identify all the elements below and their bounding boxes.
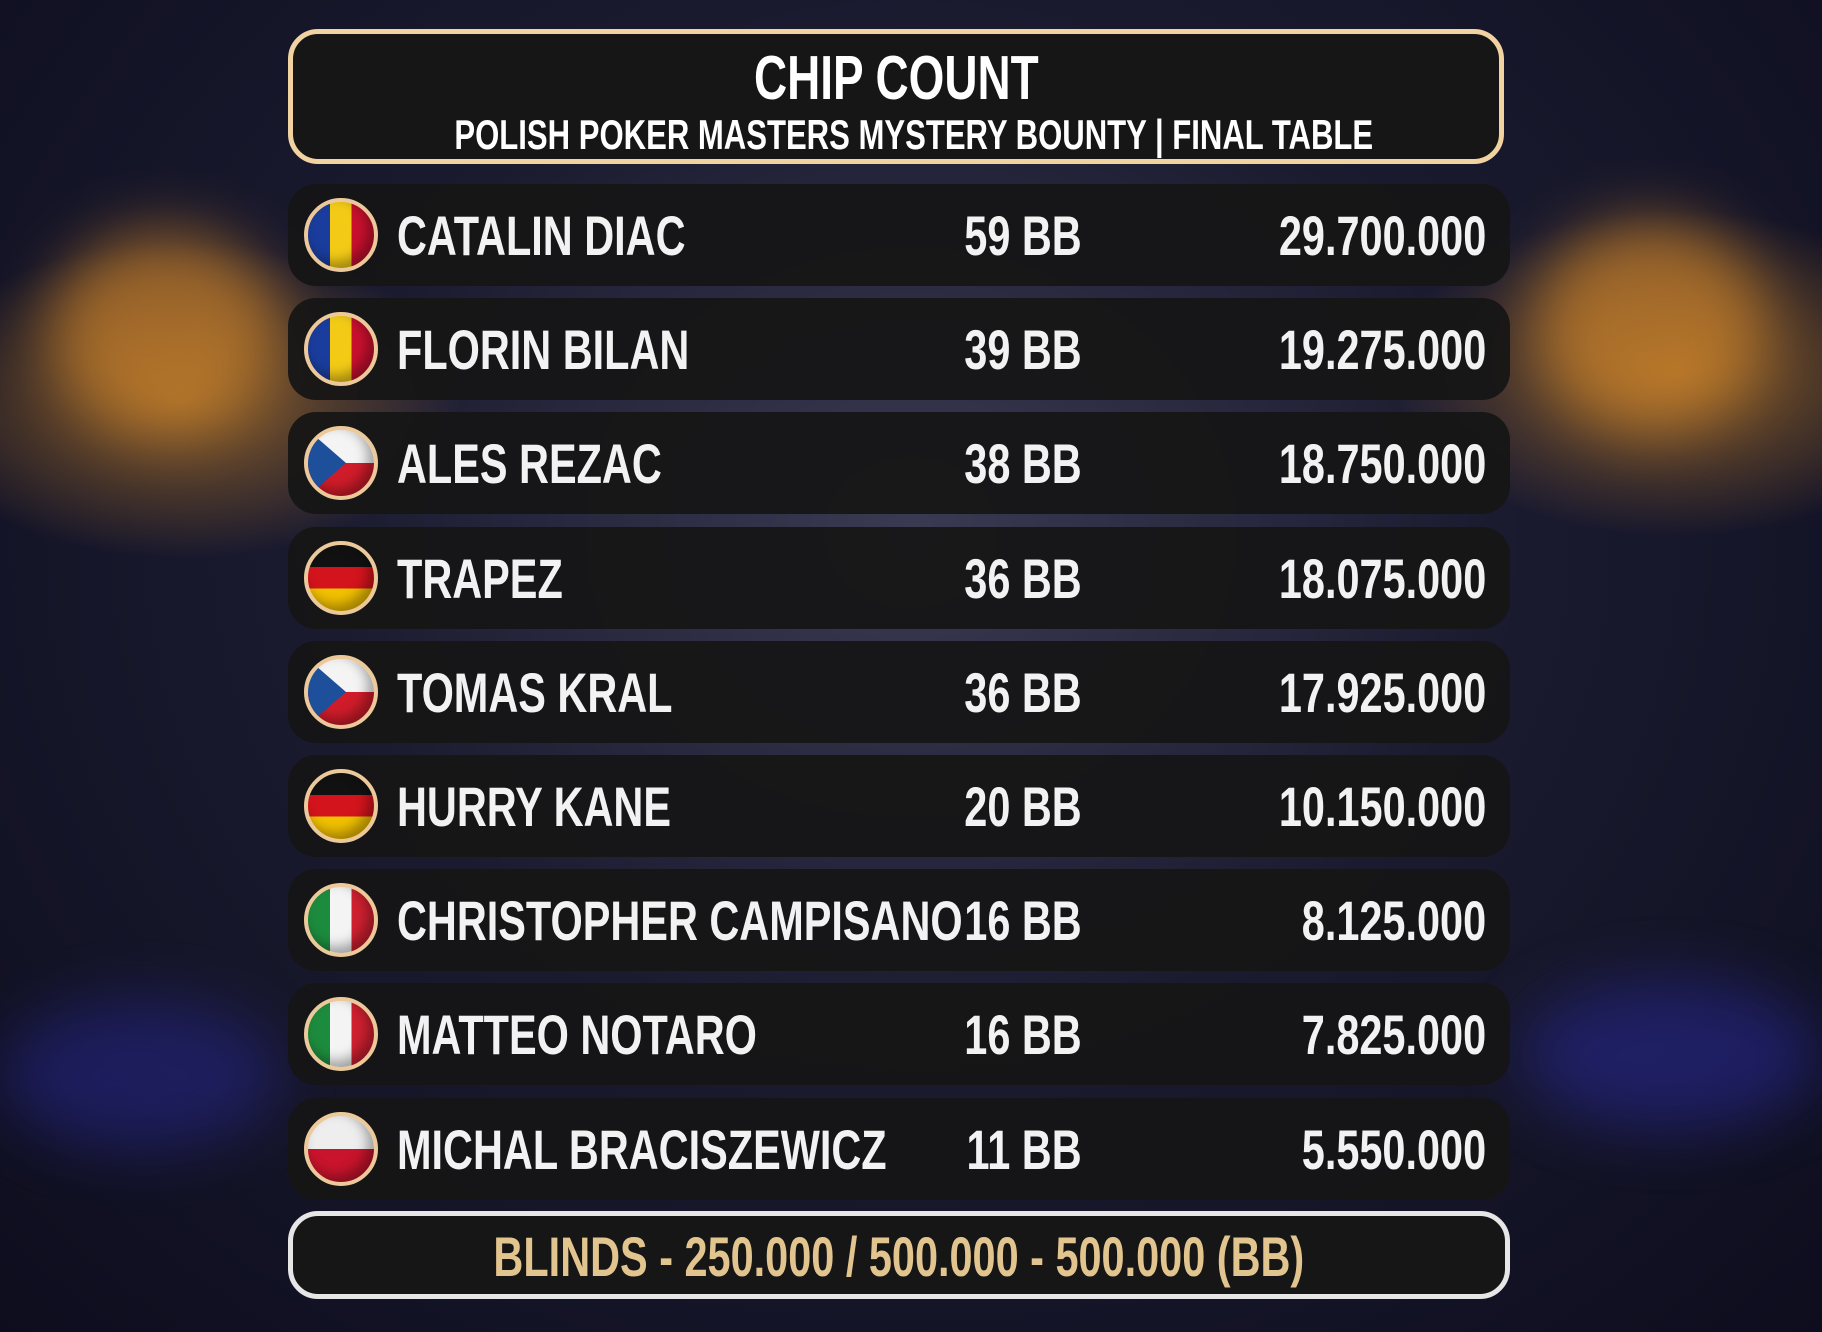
- player-row: [288, 755, 1510, 857]
- big-blinds: 16 BB: [964, 1003, 1082, 1067]
- event-subtitle: POLISH POKER MASTERS MYSTERY BOUNTY | FI…: [454, 111, 1374, 158]
- player-row: [288, 412, 1510, 515]
- player-row: [288, 640, 1510, 743]
- player-name: CATALIN DIAC: [397, 204, 686, 267]
- romania-flag-icon: [304, 312, 378, 387]
- big-blinds: 36 BB: [964, 546, 1082, 610]
- background-sign-left: [50, 230, 280, 430]
- player-row: [288, 1097, 1510, 1200]
- big-blinds: 39 BB: [964, 318, 1082, 382]
- player-name: TOMAS KRAL: [397, 660, 673, 724]
- czech-republic-flag-icon: [304, 426, 378, 501]
- page-title: CHIP COUNT: [753, 44, 1039, 113]
- background-sign-right: [1535, 220, 1765, 430]
- background-floor-light-left: [0, 1000, 280, 1150]
- big-blinds: 20 BB: [964, 775, 1082, 838]
- player-name: HURRY KANE: [397, 775, 671, 838]
- player-row: [288, 298, 1510, 401]
- big-blinds: 11 BB: [966, 1117, 1082, 1181]
- chip-stack: 10.150.000: [1278, 775, 1486, 838]
- germany-flag-icon: [304, 769, 378, 843]
- blinds-banner: BLINDS - 250.000 / 500.000 - 500.000 (BB…: [288, 1211, 1510, 1299]
- chip-stack: 18.075.000: [1278, 546, 1486, 610]
- player-name: CHRISTOPHER CAMPISANO: [397, 889, 963, 953]
- player-row: [288, 184, 1510, 286]
- chip-stack: 5.550.000: [1301, 1117, 1486, 1181]
- big-blinds: 16 BB: [964, 889, 1082, 953]
- chip-stack: 19.275.000: [1278, 318, 1486, 382]
- romania-flag-icon: [304, 198, 378, 272]
- player-row: [288, 526, 1510, 629]
- chip-stack: 8.125.000: [1301, 889, 1486, 953]
- germany-flag-icon: [304, 540, 378, 615]
- big-blinds: 59 BB: [964, 204, 1082, 267]
- chip-stack: 17.925.000: [1278, 660, 1486, 724]
- player-row: [288, 869, 1510, 972]
- chip-stack: 7.825.000: [1301, 1003, 1486, 1067]
- player-name: FLORIN BILAN: [397, 318, 690, 382]
- italy-flag-icon: [304, 997, 378, 1072]
- player-name: MICHAL BRACISZEWICZ: [397, 1117, 887, 1181]
- italy-flag-icon: [304, 883, 378, 958]
- big-blinds: 38 BB: [964, 432, 1082, 496]
- player-name: TRAPEZ: [397, 546, 563, 610]
- chip-count-header: CHIP COUNT POLISH POKER MASTERS MYSTERY …: [288, 29, 1504, 164]
- player-row: [288, 983, 1510, 1086]
- poland-flag-icon: [304, 1111, 378, 1186]
- czech-republic-flag-icon: [304, 654, 378, 729]
- player-name: MATTEO NOTARO: [397, 1003, 757, 1067]
- background-floor-light: [1520, 980, 1820, 1130]
- player-name: ALES REZAC: [397, 432, 662, 496]
- big-blinds: 36 BB: [964, 660, 1082, 724]
- blinds-text: BLINDS - 250.000 / 500.000 - 500.000 (BB…: [493, 1225, 1305, 1288]
- chip-stack: 18.750.000: [1278, 432, 1486, 496]
- chip-stack: 29.700.000: [1278, 204, 1486, 267]
